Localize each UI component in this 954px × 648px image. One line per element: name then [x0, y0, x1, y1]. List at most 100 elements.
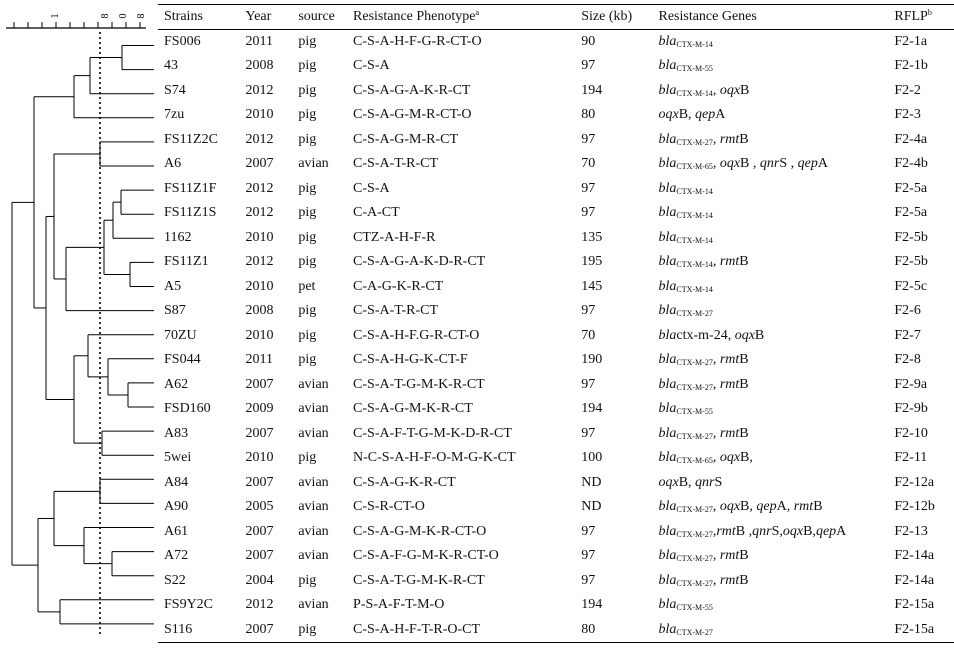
table-row: A6 2007 avian C-S-A-T-R-CT 70 blaCTX-M-65, oq… [158, 152, 954, 177]
table-row: FS9Y2C 2012 avian P-S-A-F-T-M-O 194 blaCTX-M-… [158, 593, 954, 618]
scale-tick-label: 8 [100, 14, 111, 19]
table-row: A90 2005 avian C-S-R-CT-O ND blaCTX-M-27, oqx… [158, 495, 954, 520]
size-cell: 97 [581, 303, 596, 319]
genes-cell: blaCTX-M-14 [658, 226, 894, 251]
phenotype-cell: C-S-A-T-R-CT [353, 303, 439, 319]
size-cell: 100 [581, 450, 603, 466]
table-row: A5 2010 pet C-A-G-K-R-CT 145 blaCTX-M-14 F2-5c [158, 275, 954, 300]
rflp-cell: F2-14a [894, 548, 935, 564]
gene-segment: bla [658, 499, 677, 515]
strain-cell: FS044 [164, 352, 201, 368]
genes-cell: blaCTX-M-65, oqxB , qnrS , qepA [658, 152, 894, 177]
source-cell: avian [298, 425, 329, 441]
year-cell: 2010 [245, 107, 274, 123]
header-rflp: RFLPb [894, 4, 954, 30]
rflp-cell: F2-4a [894, 131, 928, 147]
phenotype-cell: C-S-A-G-M-K-R-CT-O [353, 523, 487, 539]
gene-segment: CTX-M-65 [676, 162, 713, 172]
table-row: A72 2007 avian C-S-A-F-G-M-K-R-CT-O 97 blaCTX… [158, 544, 954, 569]
gene-segment: A [817, 156, 828, 172]
gene-segment: ctx-m-24, [676, 327, 735, 343]
gene-segment: rmt [719, 425, 740, 441]
table-row: 1162 2010 pig CTZ-A-H-F-R 135 blaCTX-M-14 F2-5… [158, 226, 954, 251]
rflp-cell: F2-5c [894, 278, 928, 294]
phenotype-cell: C-A-CT [353, 205, 400, 221]
strain-cell: S74 [164, 82, 186, 98]
gene-segment: CTX-M-55 [676, 407, 713, 417]
gene-segment: , [712, 156, 720, 172]
strain-cell: FS11Z1F [164, 180, 217, 196]
header-strain: Strains [158, 4, 246, 30]
gene-segment: , [712, 82, 720, 98]
strain-cell: A6 [164, 156, 182, 172]
rflp-cell: F2-3 [894, 107, 921, 123]
strain-cell: S87 [164, 303, 186, 319]
gene-segment: CTX-M-14 [676, 40, 713, 49]
source-cell: pig [298, 352, 317, 368]
gene-segment: CTX-M-27 [676, 627, 713, 637]
year-cell: 2007 [245, 376, 274, 392]
phenotype-cell: C-S-A-G-M-R-CT [353, 131, 459, 147]
table-row: FS044 2011 pig C-S-A-H-G-K-CT-F 190 blaCTX-M-… [158, 348, 954, 373]
gene-segment: oqx [719, 499, 741, 515]
gene-segment: S [714, 474, 723, 490]
source-cell: pig [298, 327, 317, 343]
phenotype-cell: C-A-G-K-R-CT [353, 278, 444, 294]
strain-cell: 43 [164, 58, 178, 74]
phenotype-cell: C-S-A [353, 180, 390, 196]
year-cell: 2008 [245, 303, 274, 319]
phenotype-cell: CTZ-A-H-F-R [353, 229, 436, 245]
gene-segment: bla [658, 425, 677, 441]
source-cell: avian [298, 156, 329, 172]
rflp-cell: F2-5a [894, 180, 928, 196]
dendrogram: 1 8 0 8 [6, 14, 154, 636]
gene-segment: B , [740, 156, 760, 172]
rflp-cell: F2-6 [894, 303, 921, 319]
source-cell: pig [298, 205, 317, 221]
table-row: S22 2004 pig C-S-A-T-G-M-K-R-CT 97 blaCTX-M-2… [158, 569, 954, 594]
strain-cell: 1162 [164, 229, 192, 245]
table-row: S87 2008 pig C-S-A-T-R-CT 97 blaCTX-M-27 F2-6 [158, 299, 954, 324]
gene-segment: , [712, 548, 720, 564]
rflp-cell: F2-1b [894, 58, 928, 74]
rflp-cell: F2-5b [894, 254, 928, 270]
genes-cell: blaCTX-M-27 [658, 617, 895, 643]
phenotype-cell: C-S-A-H-F-G-R-CT-O [353, 34, 482, 49]
strain-cell: A61 [164, 523, 189, 539]
table-row: FS11Z2C 2012 pig C-S-A-G-M-R-CT 97 blaCTX-M-2… [158, 128, 954, 153]
gene-segment: CTX-M-27 [676, 578, 713, 588]
gene-segment: CTX-M-27 [676, 358, 713, 368]
header-phenotype-label: Resistance Phenotype [353, 9, 476, 24]
year-cell: 2004 [245, 572, 274, 588]
genes-cell: blaCTX-M-27, rmtB [658, 348, 894, 373]
phenotype-cell: C-S-A-H-F.G-R-CT-O [353, 327, 480, 343]
rflp-cell: F2-11 [894, 450, 928, 466]
gene-segment: B [739, 425, 749, 441]
gene-segment: rmt [719, 254, 740, 270]
strain-cell: FS006 [164, 34, 201, 49]
year-cell: 2012 [245, 254, 274, 270]
size-cell: 194 [581, 82, 603, 98]
source-cell: pig [298, 82, 317, 98]
size-cell: 97 [581, 205, 596, 221]
strain-cell: 70ZU [164, 327, 197, 343]
strain-cell: A72 [164, 548, 189, 564]
year-cell: 2005 [245, 499, 274, 515]
size-cell: 97 [581, 58, 596, 74]
source-cell: avian [298, 474, 329, 490]
year-cell: 2010 [245, 278, 274, 294]
gene-segment: rmt [719, 376, 740, 392]
gene-segment: bla [658, 156, 677, 172]
gene-segment: , [712, 425, 720, 441]
gene-segment: qnr [759, 156, 780, 172]
size-cell: 194 [581, 401, 603, 417]
gene-segment: CTX-M-14 [676, 235, 713, 245]
rflp-cell: F2-12b [894, 499, 935, 515]
size-cell: 90 [581, 34, 596, 49]
year-cell: 2011 [245, 352, 273, 368]
year-cell: 2007 [245, 548, 274, 564]
genes-cell: blaCTX-M-14, oqxB [658, 79, 894, 104]
source-cell: pig [298, 107, 317, 123]
gene-segment: CTX-M-27 [676, 431, 713, 441]
